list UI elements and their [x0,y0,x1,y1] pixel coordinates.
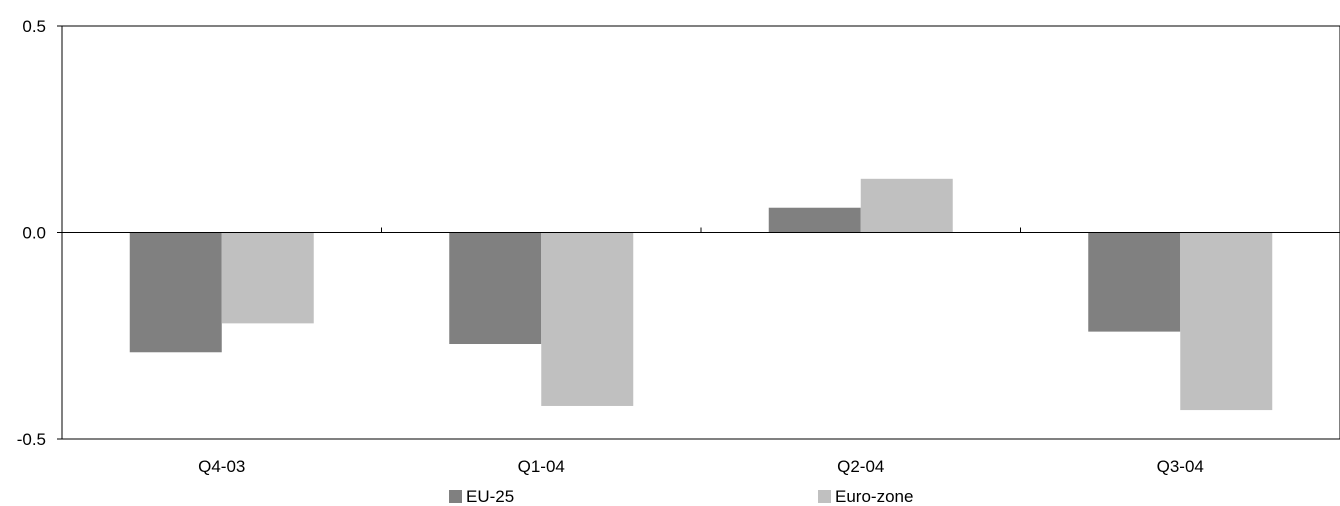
bars-group [129,178,1273,411]
category-label: Q3-04 [1157,457,1204,476]
legend-label: Euro-zone [835,487,913,506]
bar-eu-25-q2-04 [768,207,861,233]
bar-euro-zone-q1-04 [541,232,634,406]
labels-group: 0.5 0.0 -0.5 Q4-03 Q1-04 Q2-04 Q3-04 [17,17,1204,476]
legend-label: EU-25 [466,487,514,506]
category-label: Q1-04 [518,457,565,476]
category-label: Q4-03 [198,457,245,476]
bar-euro-zone-q4-03 [221,232,314,324]
y-tick-label: 0.0 [22,224,46,243]
bar-euro-zone-q2-04 [860,178,953,233]
legend-swatch [449,490,462,503]
y-tick-label: -0.5 [17,430,46,449]
legend: EU-25 Euro-zone [449,487,913,506]
y-tick-label: 0.5 [22,17,46,36]
bar-eu-25-q3-04 [1088,232,1181,332]
axes-group [57,25,1340,440]
bar-eu-25-q4-03 [129,232,222,353]
category-label: Q2-04 [837,457,884,476]
legend-swatch [818,490,831,503]
bar-euro-zone-q3-04 [1180,232,1273,411]
bar-eu-25-q1-04 [449,232,542,345]
